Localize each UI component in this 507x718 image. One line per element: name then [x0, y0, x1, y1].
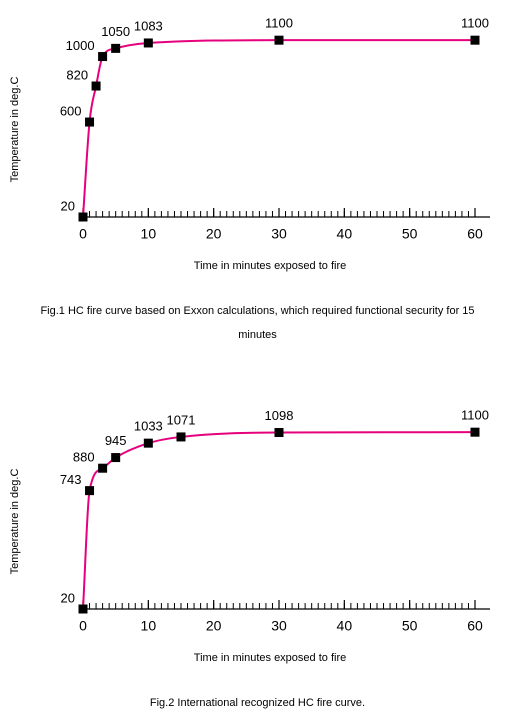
data-marker — [274, 35, 284, 45]
x-axis-title: Time in minutes exposed to fire — [194, 652, 346, 664]
fire-curve — [82, 39, 475, 218]
x-tick-label: 50 — [402, 618, 418, 634]
value-label: 1071 — [167, 412, 196, 427]
value-label: 880 — [73, 450, 95, 465]
value-label: 1000 — [66, 38, 95, 53]
x-tick-label: 40 — [337, 226, 353, 242]
data-marker — [98, 52, 108, 62]
caption: Fig.1 HC fire curve based on Exxon calcu… — [40, 305, 475, 341]
value-label: 1033 — [134, 419, 163, 434]
value-label: 20 — [61, 198, 75, 213]
x-tick-label: 30 — [271, 618, 287, 634]
x-tick-label: 20 — [206, 226, 222, 242]
y-axis-title: Temperature in deg.C — [9, 469, 21, 575]
value-label: 820 — [66, 67, 88, 82]
value-label: 1100 — [461, 408, 489, 423]
value-label: 1050 — [101, 24, 130, 39]
x-tick-label: 0 — [79, 226, 87, 242]
data-marker — [143, 38, 153, 48]
data-marker — [98, 463, 108, 473]
data-marker — [470, 35, 480, 45]
data-marker — [274, 428, 284, 438]
data-marker — [85, 117, 95, 127]
value-label: 1100 — [461, 16, 489, 31]
data-marker — [111, 453, 121, 463]
x-tick-label: 10 — [141, 226, 157, 242]
x-tick-label: 50 — [402, 226, 418, 242]
value-label: 1098 — [265, 408, 294, 423]
x-tick-label: 60 — [467, 226, 483, 242]
y-axis-title: Temperature in deg.C — [9, 77, 21, 183]
value-label: 945 — [105, 433, 127, 448]
x-axis-title: Time in minutes exposed to fire — [194, 260, 346, 272]
data-marker — [78, 212, 88, 222]
data-marker — [143, 438, 153, 448]
caption: Fig.2 International recognized HC fire c… — [149, 697, 366, 709]
x-tick-label: 10 — [141, 618, 157, 634]
data-marker — [176, 432, 186, 442]
value-label: 20 — [61, 590, 75, 605]
x-tick-label: 0 — [79, 618, 87, 634]
x-tick-label: 40 — [337, 618, 353, 634]
data-marker — [91, 81, 101, 91]
x-tick-label: 60 — [467, 618, 483, 634]
fire-curve — [82, 431, 476, 610]
value-label: 743 — [60, 472, 82, 487]
x-tick-label: 20 — [206, 618, 222, 634]
value-label: 1100 — [265, 16, 293, 31]
data-marker — [111, 43, 121, 53]
value-label: 600 — [60, 103, 82, 118]
value-label: 1083 — [134, 18, 163, 33]
x-tick-label: 30 — [271, 226, 287, 242]
data-marker — [470, 427, 480, 437]
data-marker — [85, 486, 95, 496]
data-marker — [78, 604, 88, 614]
